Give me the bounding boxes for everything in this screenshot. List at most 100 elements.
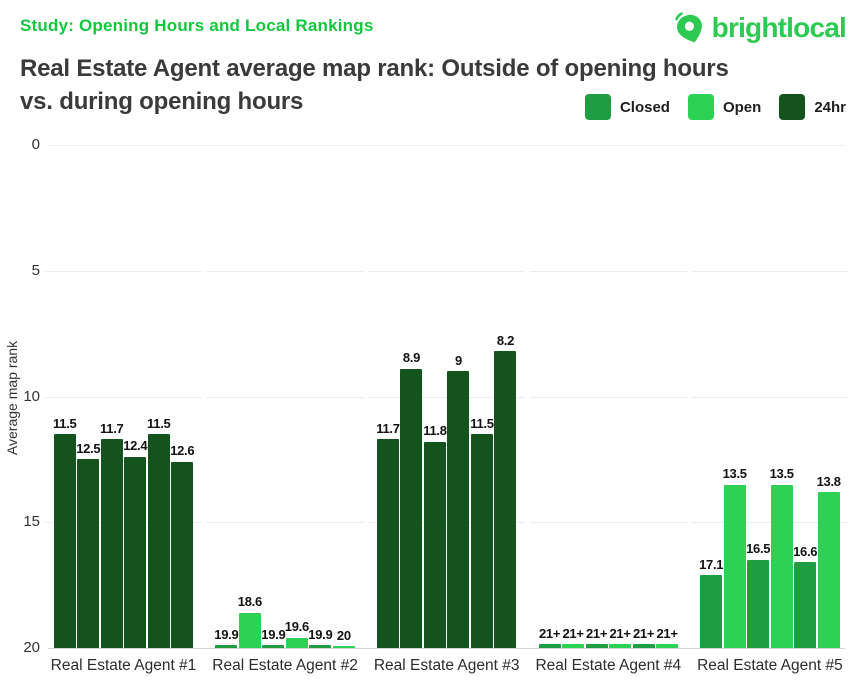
bar [770, 484, 793, 648]
bar [794, 562, 817, 648]
bar-value-label: 12.4 [123, 438, 148, 454]
gridline-10 [691, 396, 849, 398]
bar-value-label: 8.9 [402, 350, 421, 366]
map-pin-icon [672, 10, 708, 46]
legend-item-closed: Closed [584, 94, 670, 120]
x-category-label: Real Estate Agent #5 [697, 657, 843, 674]
bar [747, 559, 770, 648]
bar-value-label: 12.5 [76, 440, 101, 456]
bar-value-label: 21+ [609, 625, 631, 641]
bar-value-label: 11.7 [100, 420, 124, 436]
brightlocal-logo: brightlocal [672, 10, 847, 46]
bar-value-label: 13.5 [769, 466, 794, 482]
bar-value-label: 19.9 [214, 626, 239, 642]
bar [470, 434, 493, 648]
bar-value-label: 13.8 [816, 473, 841, 489]
gridline-5 [368, 270, 526, 272]
bar-value-label: 17.1 [699, 556, 724, 572]
gridline-10 [529, 396, 687, 398]
gridline-10 [368, 396, 526, 398]
bar-value-label: 11.7 [376, 420, 400, 436]
gridline-15 [45, 522, 202, 524]
bar-value-label: 21+ [562, 625, 584, 641]
bar [562, 644, 585, 648]
bar [494, 351, 517, 648]
bar-value-label: 16.6 [793, 543, 818, 559]
gridline-10 [45, 396, 202, 398]
bar [817, 492, 840, 648]
page-title-line1: Real Estate Agent average map rank: Outs… [20, 55, 729, 82]
bar [538, 644, 561, 648]
bar [376, 439, 399, 648]
gridline-5 [691, 270, 849, 272]
page-title-line2: vs. during opening hours [20, 88, 304, 115]
bar [147, 434, 170, 648]
bar-value-label: 18.6 [237, 594, 262, 610]
legend-item-24hr: 24hr [779, 94, 846, 120]
page-title: Real Estate Agent average map rank: Outs… [20, 52, 729, 118]
y-tick-label: 5 [31, 261, 40, 279]
bar-value-label: 13.5 [722, 466, 747, 482]
bar [423, 441, 446, 648]
bar-value-label: 11.5 [147, 415, 171, 431]
bar [124, 456, 147, 648]
bar [632, 644, 655, 648]
legend-label: Closed [619, 98, 670, 116]
bar-value-label: 19.6 [284, 619, 309, 635]
bar [53, 434, 76, 648]
study-label: Study: Opening Hours and Local Rankings [20, 16, 374, 35]
y-tick-label: 0 [31, 136, 40, 153]
bar-value-label: 21+ [656, 625, 678, 641]
bar [171, 461, 194, 648]
bar-value-label: 19.9 [261, 626, 286, 642]
x-category-label: Real Estate Agent #4 [535, 657, 682, 674]
y-tick-label: 10 [23, 387, 40, 405]
bar [723, 484, 746, 648]
bar-value-label: 21+ [632, 625, 655, 641]
gridline-15 [691, 522, 849, 524]
x-category-label: Real Estate Agent #3 [373, 657, 520, 674]
bar [656, 644, 679, 648]
gridline-5 [206, 270, 364, 272]
bar-value-label: 21+ [585, 625, 608, 641]
legend-swatch-icon [779, 94, 806, 120]
legend-label: 24hr [814, 98, 846, 116]
bar [700, 575, 723, 648]
bar [100, 439, 123, 648]
x-category-label: Real Estate Agent #1 [50, 657, 197, 674]
bar [285, 637, 308, 648]
bar [447, 371, 470, 648]
chart-legend: Closed Open 24hr [584, 94, 846, 120]
gridline-15 [206, 522, 364, 524]
bar [262, 645, 285, 648]
y-tick-label: 15 [23, 513, 40, 531]
bar [309, 645, 332, 648]
bar-value-label: 12.6 [170, 443, 195, 459]
gridline-15 [529, 522, 687, 524]
x-category-label: Real Estate Agent #2 [212, 657, 358, 674]
bar-value-label: 19.9 [308, 626, 333, 642]
gridline-5 [529, 270, 687, 272]
gridline-5 [45, 270, 202, 272]
bar [215, 645, 238, 648]
bar-value-label: 11.5 [470, 415, 494, 431]
legend-swatch-icon [584, 94, 611, 120]
legend-swatch-icon [687, 94, 714, 120]
bar [585, 644, 608, 648]
bar-value-label: 8.2 [496, 332, 515, 348]
bar [609, 644, 632, 648]
gridline-15 [368, 522, 526, 524]
legend-label: Open [722, 98, 762, 116]
bar-value-label: 11.5 [53, 415, 77, 431]
bar [238, 612, 261, 648]
legend-item-open: Open [687, 94, 762, 120]
gridline-0 [48, 145, 845, 146]
bar [77, 459, 100, 648]
bar-value-label: 9 [454, 352, 462, 368]
x-axis-line [48, 648, 845, 649]
bar-value-label: 11.8 [423, 423, 447, 439]
bar-value-label: 16.5 [746, 541, 771, 557]
bar-value-label: 21+ [538, 625, 561, 641]
bar-value-label: 20 [336, 627, 351, 643]
